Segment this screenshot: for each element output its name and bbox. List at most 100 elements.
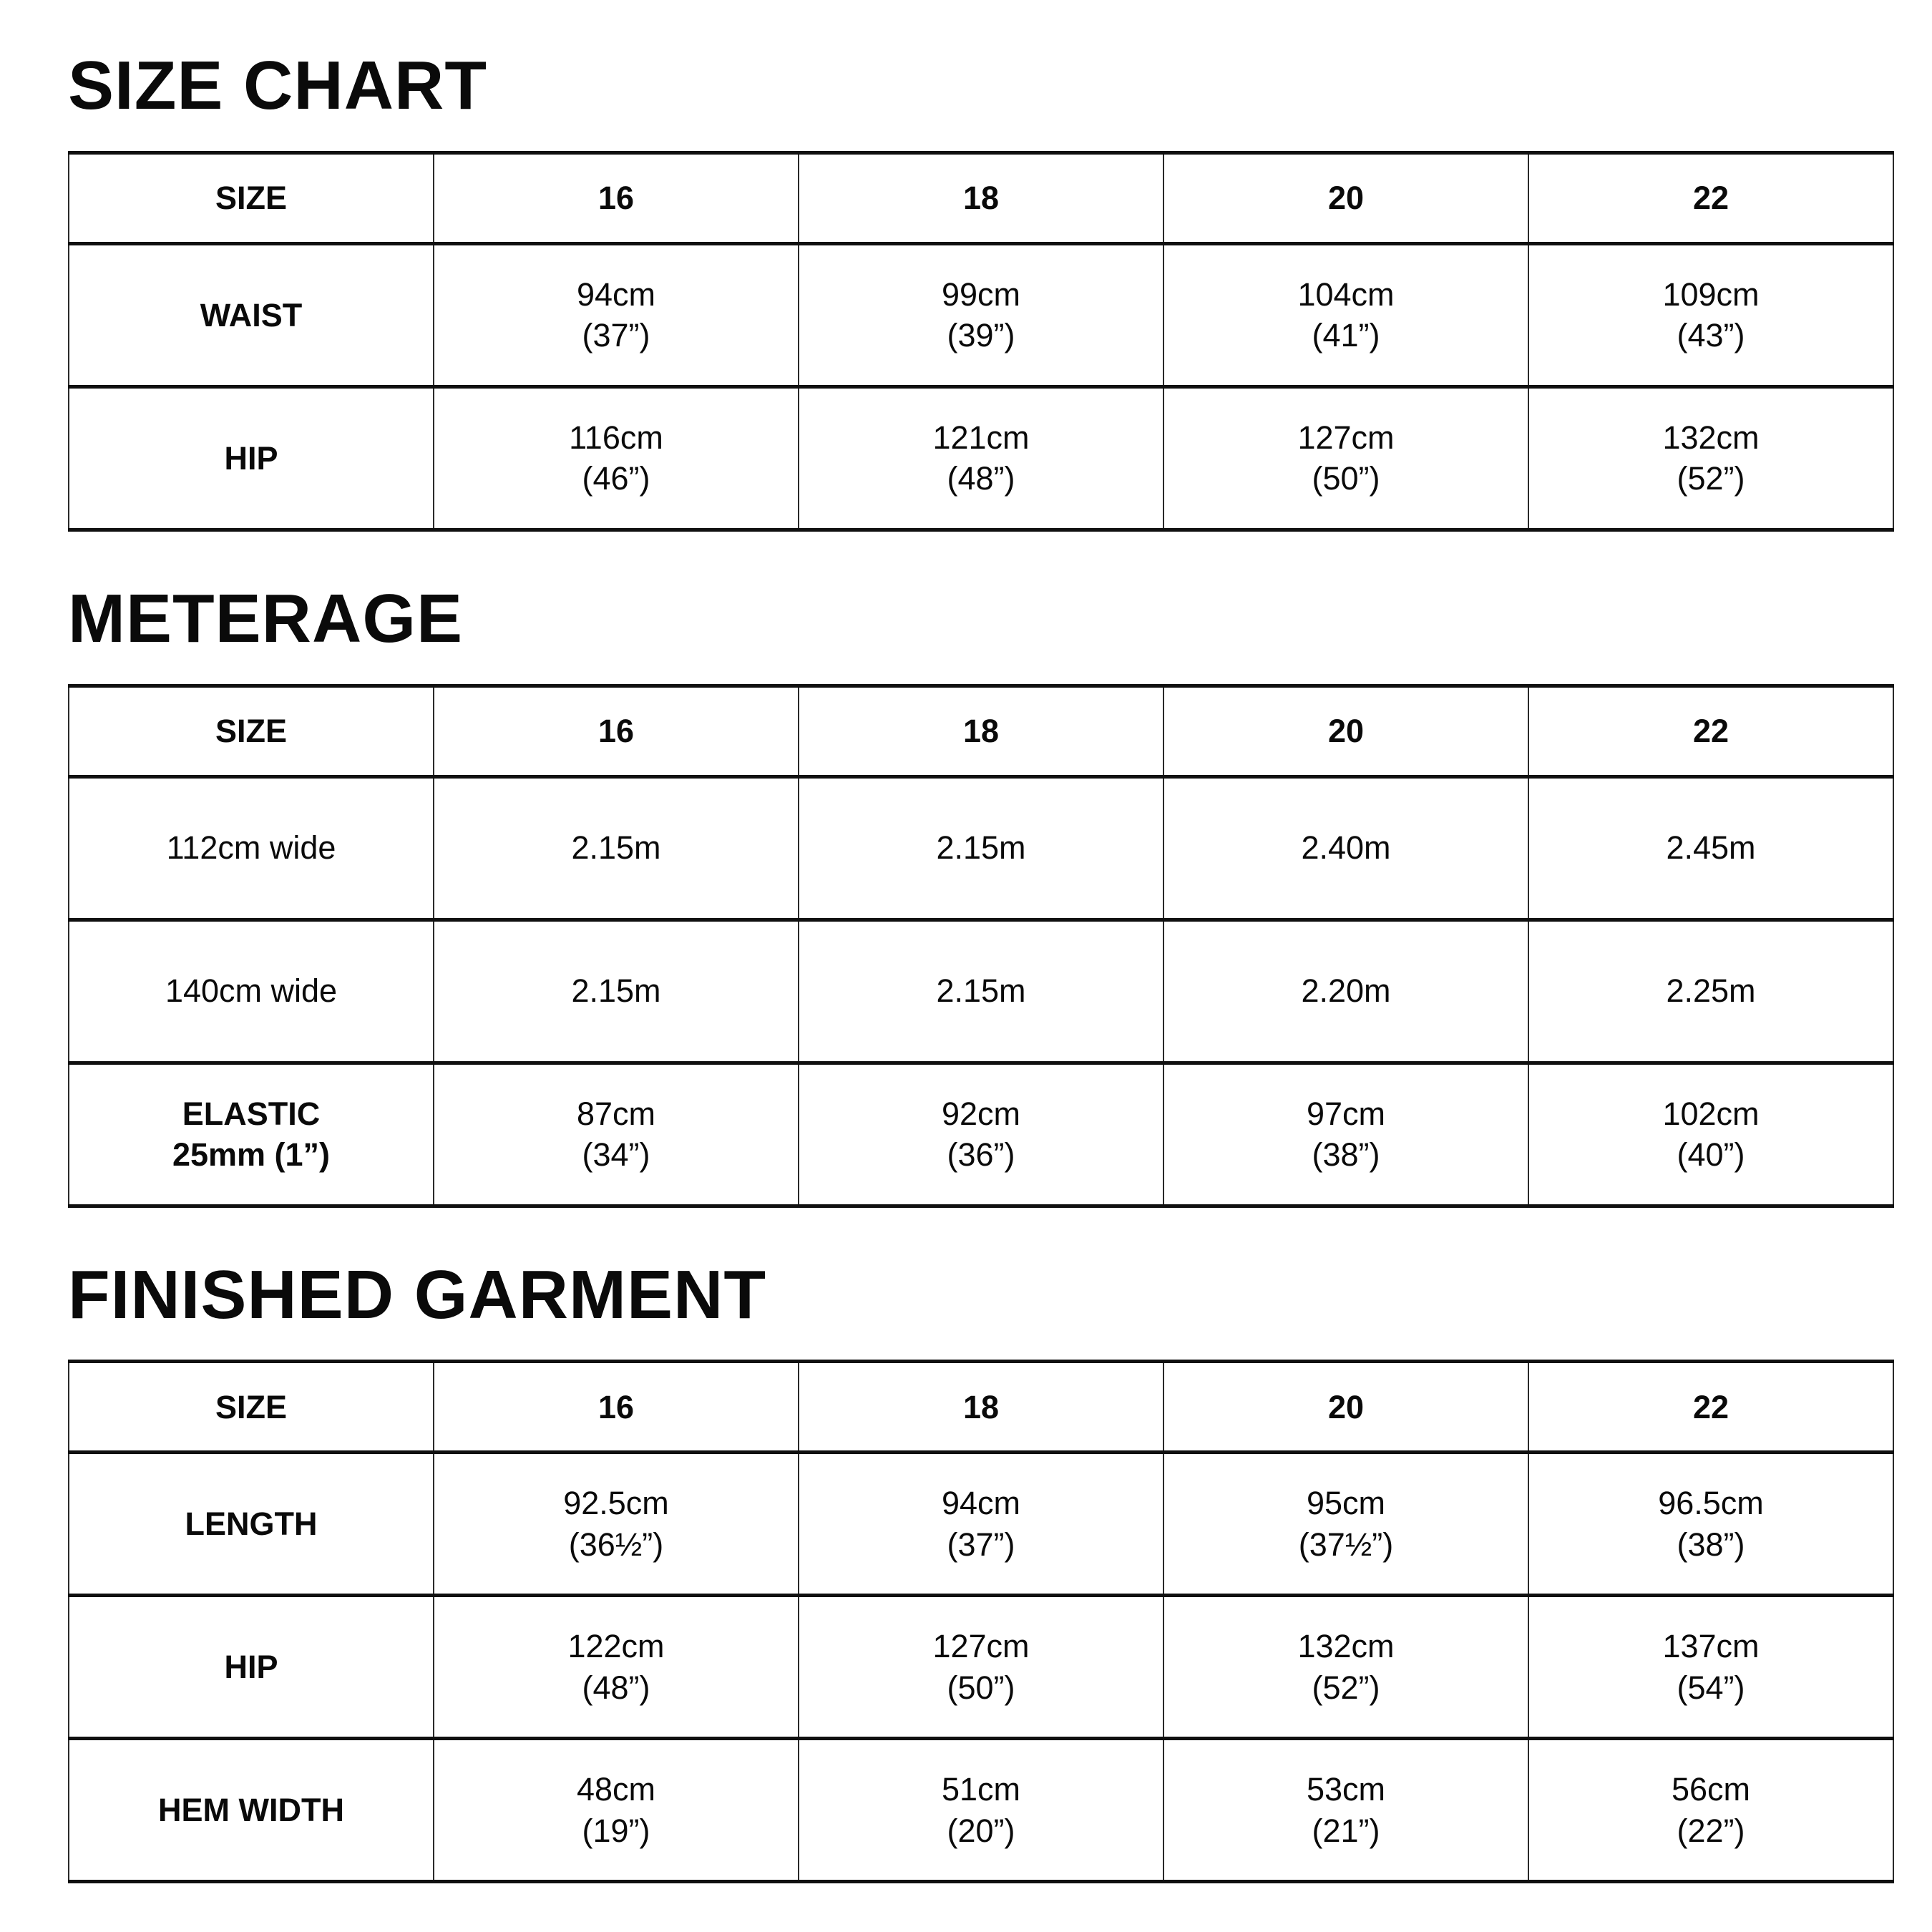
cell-inches: (38”) bbox=[1312, 1136, 1380, 1174]
header-cell: SIZE bbox=[68, 683, 434, 779]
table-header-row: SIZE 16 18 20 22 bbox=[68, 683, 1894, 779]
cell-inches: (20”) bbox=[947, 1812, 1015, 1849]
header-label: SIZE bbox=[215, 712, 288, 749]
header-label: 20 bbox=[1327, 712, 1365, 749]
data-cell: 97cm (38”) bbox=[1163, 1060, 1529, 1208]
header-cell: 22 bbox=[1528, 1360, 1894, 1455]
cell-value: 94cm bbox=[576, 275, 656, 313]
row-label-cell: ELASTIC 25mm (1”) bbox=[68, 1060, 434, 1208]
meterage-title: METERAGE bbox=[68, 580, 464, 657]
cell-inches: (36½”) bbox=[568, 1526, 664, 1563]
cell-inches: (39”) bbox=[947, 317, 1015, 354]
data-cell: 2.15m bbox=[798, 917, 1164, 1065]
data-cell: 137cm (54”) bbox=[1528, 1594, 1894, 1741]
cell-value: 104cm bbox=[1297, 275, 1395, 313]
header-cell: 22 bbox=[1528, 683, 1894, 779]
row-label-cell: 140cm wide bbox=[68, 917, 434, 1065]
size-chart-title: SIZE CHART bbox=[68, 47, 487, 124]
cell-inches: (54”) bbox=[1677, 1669, 1745, 1706]
cell-value: 127cm bbox=[1297, 419, 1395, 456]
header-cell: 16 bbox=[433, 1360, 799, 1455]
cell-value: 56cm bbox=[1671, 1771, 1751, 1808]
data-cell: 127cm (50”) bbox=[798, 1594, 1164, 1741]
cell-value: 2.15m bbox=[571, 829, 661, 867]
cell-value: 2.20m bbox=[1301, 972, 1391, 1010]
data-cell: 102cm (40”) bbox=[1528, 1060, 1894, 1208]
header-label: 20 bbox=[1327, 180, 1365, 216]
data-cell: 116cm (46”) bbox=[433, 384, 799, 532]
row-label: 140cm wide bbox=[165, 972, 338, 1010]
header-cell: 16 bbox=[433, 150, 799, 245]
cell-inches: (19”) bbox=[582, 1812, 650, 1849]
size-chart-section: SIZE CHART SIZE 16 18 20 22 WAIST 94cm (3… bbox=[68, 47, 1894, 532]
cell-value: 92cm bbox=[941, 1095, 1021, 1132]
data-cell: 2.20m bbox=[1163, 917, 1529, 1065]
header-cell: SIZE bbox=[68, 1360, 434, 1455]
header-label: 16 bbox=[597, 712, 635, 749]
row-label: HIP bbox=[224, 439, 278, 477]
meterage-table: SIZE 16 18 20 22 112cm wide 2.15m 2.15m … bbox=[68, 683, 1894, 1208]
row-label: HEM WIDTH bbox=[158, 1792, 344, 1829]
finished-garment-title: FINISHED GARMENT bbox=[68, 1256, 766, 1333]
cell-value: 97cm bbox=[1306, 1095, 1386, 1132]
header-label: 22 bbox=[1692, 180, 1729, 216]
header-cell: 20 bbox=[1163, 150, 1529, 245]
table-row: WAIST 94cm (37”) 99cm (39”) 104cm (41”) 109… bbox=[68, 241, 1894, 389]
row-label-cell: HIP bbox=[68, 384, 434, 532]
header-cell: 20 bbox=[1163, 683, 1529, 779]
data-cell: 96.5cm (38”) bbox=[1528, 1450, 1894, 1598]
header-cell: 18 bbox=[798, 1360, 1164, 1455]
table-row: HIP 116cm (46”) 121cm (48”) 127cm (50”) 132… bbox=[68, 384, 1894, 532]
finished-garment-section: FINISHED GARMENT SIZE 16 18 20 22 LENGTH… bbox=[68, 1256, 1894, 1884]
finished-garment-table: SIZE 16 18 20 22 LENGTH 92.5cm (36½”) 94c… bbox=[68, 1360, 1894, 1884]
cell-inches: (34”) bbox=[582, 1136, 650, 1174]
data-cell: 94cm (37”) bbox=[433, 241, 799, 389]
header-label: 18 bbox=[962, 1388, 1000, 1425]
header-cell: 18 bbox=[798, 150, 1164, 245]
cell-inches: (22”) bbox=[1677, 1812, 1745, 1849]
data-cell: 99cm (39”) bbox=[798, 241, 1164, 389]
data-cell: 56cm (22”) bbox=[1528, 1737, 1894, 1884]
cell-inches: (48”) bbox=[947, 460, 1015, 497]
cell-value: 132cm bbox=[1297, 1628, 1395, 1665]
cell-value: 51cm bbox=[941, 1771, 1021, 1808]
data-cell: 51cm (20”) bbox=[798, 1737, 1164, 1884]
data-cell: 2.45m bbox=[1528, 774, 1894, 922]
cell-inches: (46”) bbox=[582, 460, 650, 497]
table-row: HEM WIDTH 48cm (19”) 51cm (20”) 53cm (21”) … bbox=[68, 1737, 1894, 1884]
cell-inches: (52”) bbox=[1677, 460, 1745, 497]
header-label: 22 bbox=[1692, 712, 1729, 749]
cell-inches: (40”) bbox=[1677, 1136, 1745, 1174]
cell-value: 102cm bbox=[1662, 1095, 1760, 1132]
row-label-cell: HEM WIDTH bbox=[68, 1737, 434, 1884]
row-label-cell: HIP bbox=[68, 1594, 434, 1741]
cell-value: 109cm bbox=[1662, 275, 1760, 313]
data-cell: 87cm (34”) bbox=[433, 1060, 799, 1208]
table-header-row: SIZE 16 18 20 22 bbox=[68, 150, 1894, 245]
data-cell: 104cm (41”) bbox=[1163, 241, 1529, 389]
data-cell: 2.15m bbox=[798, 774, 1164, 922]
header-label: 18 bbox=[962, 712, 1000, 749]
header-label: 16 bbox=[597, 1388, 635, 1425]
data-cell: 92cm (36”) bbox=[798, 1060, 1164, 1208]
header-cell: 18 bbox=[798, 683, 1164, 779]
cell-value: 92.5cm bbox=[563, 1485, 669, 1522]
size-chart-table: SIZE 16 18 20 22 WAIST 94cm (37”) 99cm (39… bbox=[68, 150, 1894, 532]
cell-value: 53cm bbox=[1306, 1771, 1386, 1808]
table-row: LENGTH 92.5cm (36½”) 94cm (37”) 95cm (37½”)… bbox=[68, 1450, 1894, 1598]
cell-value: 2.15m bbox=[571, 972, 661, 1010]
cell-inches: (21”) bbox=[1312, 1812, 1380, 1849]
cell-value: 99cm bbox=[941, 275, 1021, 313]
cell-inches: (43”) bbox=[1677, 317, 1745, 354]
cell-value: 2.40m bbox=[1301, 829, 1391, 867]
cell-value: 121cm bbox=[932, 419, 1030, 456]
cell-inches: (37”) bbox=[947, 1526, 1015, 1563]
data-cell: 132cm (52”) bbox=[1163, 1594, 1529, 1741]
cell-inches: (37½”) bbox=[1298, 1526, 1394, 1563]
cell-inches: (41”) bbox=[1312, 317, 1380, 354]
header-label: 22 bbox=[1692, 1388, 1729, 1425]
header-cell: 16 bbox=[433, 683, 799, 779]
cell-value: 122cm bbox=[567, 1628, 665, 1665]
row-label: WAIST bbox=[200, 296, 303, 333]
